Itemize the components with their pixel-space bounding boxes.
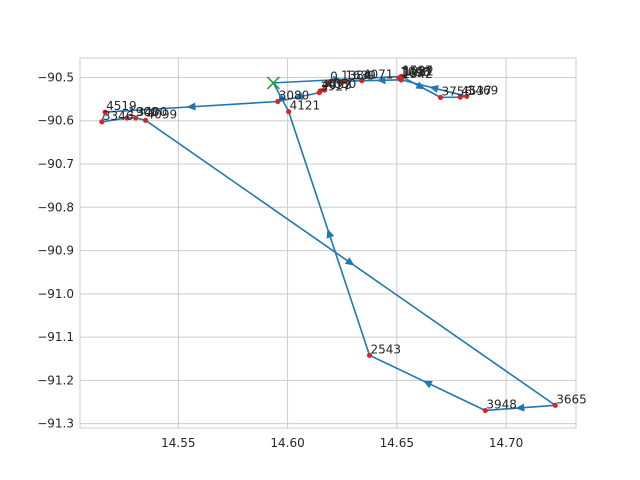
- route-arrow: [293, 92, 304, 101]
- y-tick-label: −90.5: [37, 70, 74, 84]
- x-tick-label: 14.65: [380, 436, 414, 450]
- point-label: 3948: [486, 397, 517, 411]
- point-label: 4519: [106, 99, 137, 113]
- route-point: [142, 117, 149, 123]
- point-label: 1384: [341, 69, 372, 83]
- route-arrow: [186, 102, 196, 111]
- y-tick-label: −90.6: [37, 114, 74, 128]
- route-arrow: [429, 85, 439, 93]
- route-arrow: [326, 228, 335, 239]
- route-arrow: [376, 76, 386, 85]
- route-point: [286, 109, 292, 115]
- route-arrow: [278, 92, 287, 103]
- route-point: [464, 93, 470, 99]
- point-label: 1597: [402, 63, 433, 77]
- point-label: 2543: [371, 342, 402, 356]
- route-point: [437, 94, 444, 100]
- route-point: [99, 119, 105, 125]
- x-axis-ticks: 14.55 14.60 14.65 14.70: [161, 436, 523, 450]
- plot-frame: [79, 57, 577, 429]
- route-point: [337, 78, 343, 85]
- point-label: 3469: [468, 83, 499, 97]
- start-marker: [266, 76, 280, 90]
- point-label: 3927: [320, 80, 351, 94]
- point-label: 3756: [442, 84, 473, 98]
- point-label: 1082: [403, 64, 434, 78]
- point-label: 1639: [345, 68, 376, 82]
- y-tick-label: −90.7: [37, 157, 74, 171]
- x-tick-label: 14.55: [161, 436, 195, 450]
- route-point: [124, 115, 130, 121]
- point-label: 4071: [363, 68, 394, 82]
- point-label: 4099: [147, 107, 178, 121]
- route-arrow: [422, 380, 433, 389]
- route-point: [102, 109, 108, 115]
- route-point: [341, 78, 347, 84]
- point-label: 4121: [290, 99, 321, 113]
- route-point: [366, 352, 373, 358]
- point-label: 1098: [400, 65, 431, 79]
- route-point: [359, 78, 365, 84]
- route-point: [275, 98, 281, 105]
- route-point: [482, 407, 488, 414]
- point-label: 4537: [461, 84, 492, 98]
- point-label: 3697: [401, 66, 432, 80]
- route-point: [322, 87, 328, 93]
- route-point: [397, 76, 403, 82]
- start-x-stroke: [266, 76, 280, 90]
- point-label: 4050: [326, 77, 357, 91]
- point-label: 1908: [128, 105, 159, 119]
- route-arrow: [344, 257, 355, 266]
- x-tick-label: 14.60: [270, 436, 304, 450]
- point-label: 1342: [402, 67, 433, 81]
- y-tick-label: −91.2: [37, 373, 74, 387]
- route-points: [99, 73, 558, 414]
- route-point: [457, 94, 463, 100]
- point-label: 3346: [103, 109, 134, 123]
- y-tick-label: −91.0: [37, 287, 74, 301]
- point-label: 3080: [279, 88, 310, 102]
- point-label: 3665: [556, 392, 587, 406]
- route-point: [133, 115, 139, 121]
- route: [101, 75, 556, 412]
- grid: [80, 58, 576, 428]
- route-point: [326, 79, 332, 86]
- point-label: 4093: [321, 78, 352, 92]
- y-tick-label: −90.9: [37, 244, 74, 258]
- point-label: 0: [330, 69, 338, 83]
- route-arrow: [515, 403, 525, 412]
- x-tick-label: 14.70: [489, 436, 523, 450]
- y-axis-ticks: −90.5 −90.6 −90.7 −90.8 −90.9 −91.0 −91.1 −91.2…: [37, 70, 74, 430]
- route-point: [316, 90, 322, 96]
- y-tick-label: −91.3: [37, 417, 74, 431]
- route-segment: [101, 117, 128, 123]
- point-label: 3400: [137, 105, 168, 119]
- y-tick-label: −90.8: [37, 200, 74, 214]
- y-tick-label: −91.1: [37, 330, 74, 344]
- route-point: [552, 402, 558, 408]
